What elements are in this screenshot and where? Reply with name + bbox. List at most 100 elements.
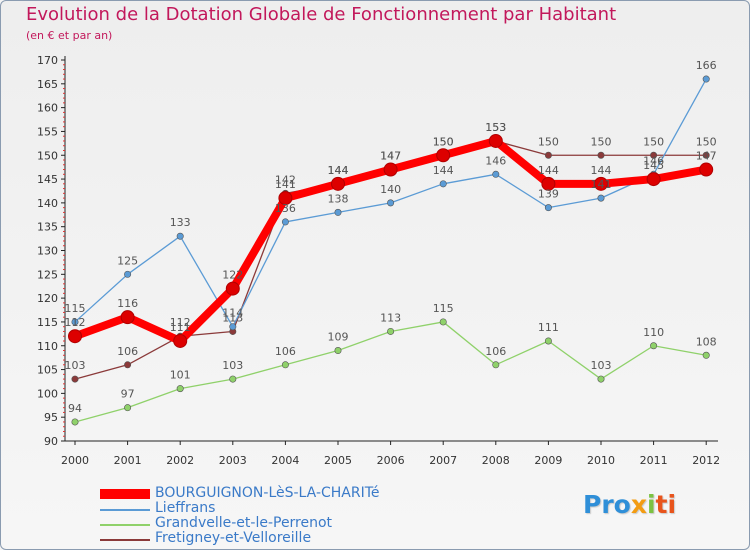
data-label: 144	[328, 164, 349, 177]
data-label: 103	[222, 359, 243, 372]
data-label: 147	[380, 150, 401, 163]
y-tick-label: 140	[37, 197, 58, 210]
logo-part: Pro	[583, 490, 631, 519]
data-label: 166	[696, 59, 717, 72]
data-point	[281, 361, 289, 369]
data-label: 145	[643, 159, 664, 172]
data-label: 111	[170, 321, 191, 334]
data-label: 113	[380, 311, 401, 324]
proxiti-logo[interactable]: Proxiti	[583, 490, 676, 519]
data-point	[281, 218, 289, 226]
data-label: 113	[222, 311, 243, 324]
x-tick-label: 2012	[692, 454, 720, 467]
x-tick-label: 2011	[640, 454, 668, 467]
data-label: 97	[121, 388, 135, 401]
data-point	[646, 172, 661, 187]
data-label: 136	[275, 202, 296, 215]
data-label: 122	[222, 269, 243, 282]
legend-label: Lieffrans	[155, 500, 216, 516]
data-label: 144	[591, 164, 612, 177]
x-tick-label: 2006	[377, 454, 405, 467]
y-tick-label: 135	[37, 221, 58, 234]
y-tick-label: 95	[44, 411, 58, 424]
data-label: 141	[591, 178, 612, 191]
y-tick-label: 115	[37, 316, 58, 329]
y-tick-label: 130	[37, 245, 58, 258]
data-point	[650, 151, 658, 159]
data-label: 153	[485, 121, 506, 134]
data-label: 94	[68, 402, 82, 415]
data-point	[334, 208, 342, 216]
x-tick-label: 2003	[219, 454, 247, 467]
data-label: 146	[643, 154, 664, 167]
series-line	[74, 140, 707, 380]
x-tick-label: 2004	[271, 454, 299, 467]
data-label: 141	[275, 178, 296, 191]
data-point	[439, 318, 447, 326]
data-label: 150	[591, 135, 612, 148]
y-tick-label: 165	[37, 78, 58, 91]
x-tick-label: 2009	[534, 454, 562, 467]
data-label: 147	[380, 150, 401, 163]
data-label: 138	[328, 192, 349, 205]
data-point	[650, 342, 658, 350]
y-tick-label: 120	[37, 292, 58, 305]
data-label: 140	[380, 183, 401, 196]
data-point	[334, 347, 342, 355]
data-label: 150	[538, 135, 559, 148]
data-point	[699, 162, 714, 177]
data-label: 147	[696, 150, 717, 163]
data-point	[492, 361, 500, 369]
x-tick-label: 2000	[61, 454, 89, 467]
data-label: 106	[485, 345, 506, 358]
data-point	[488, 133, 503, 148]
data-point	[173, 333, 188, 348]
data-point	[387, 327, 395, 335]
data-label: 125	[117, 254, 138, 267]
x-tick-label: 2008	[482, 454, 510, 467]
legend-swatch	[100, 489, 150, 499]
data-label: 106	[275, 345, 296, 358]
data-label: 115	[433, 302, 454, 315]
chart-subtitle: (en € et par an)	[26, 29, 113, 42]
data-label: 150	[433, 135, 454, 148]
data-label: 114	[222, 307, 243, 320]
data-label: 144	[328, 164, 349, 177]
data-point	[124, 361, 132, 369]
data-label: 142	[275, 173, 296, 186]
data-label: 101	[170, 369, 191, 382]
data-point	[278, 191, 293, 206]
data-point	[702, 351, 710, 359]
legend-label: Fretigney-et-Velloreille	[155, 530, 312, 546]
data-point	[544, 337, 552, 345]
data-label: 111	[538, 321, 559, 334]
y-tick-label: 145	[37, 173, 58, 186]
data-point	[597, 194, 605, 202]
legend-swatch	[100, 524, 150, 526]
data-label: 112	[65, 316, 86, 329]
data-point	[383, 162, 398, 177]
y-tick-label: 160	[37, 102, 58, 115]
data-label: 106	[117, 345, 138, 358]
data-label: 116	[117, 297, 138, 310]
data-point	[597, 375, 605, 383]
y-tick-label: 125	[37, 268, 58, 281]
data-point	[331, 176, 345, 191]
data-label: 146	[485, 154, 506, 167]
data-point	[229, 375, 237, 383]
logo-part: x	[630, 490, 647, 519]
y-tick-label: 155	[37, 125, 58, 138]
y-tick-label: 110	[37, 340, 58, 353]
data-point	[124, 270, 132, 278]
legend-swatch	[100, 509, 150, 511]
data-point	[68, 329, 82, 344]
y-tick-label: 90	[44, 435, 58, 448]
y-tick-label: 105	[37, 364, 58, 377]
data-point	[544, 204, 552, 212]
data-label: 153	[485, 121, 506, 134]
data-point	[544, 151, 552, 159]
data-point	[541, 176, 556, 191]
data-point	[71, 418, 79, 426]
data-point	[176, 385, 184, 393]
